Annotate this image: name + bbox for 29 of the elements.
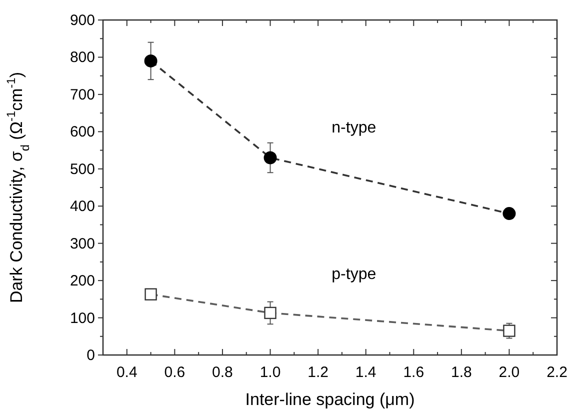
text: n-type <box>332 119 376 136</box>
y-tick-label: 800 <box>70 49 95 66</box>
x-tick-label: 2.2 <box>546 364 568 381</box>
y-tick-label: 600 <box>70 124 95 141</box>
point <box>264 306 276 320</box>
y-tick-label: 400 <box>70 198 95 216</box>
text: p-type <box>332 266 376 284</box>
y-tick-label: 100 <box>70 310 95 327</box>
y-tick-label: 0 <box>86 347 95 364</box>
y-tick-label: 700 <box>70 86 95 104</box>
point <box>502 207 516 220</box>
x-tick-label: 1.2 <box>308 364 328 381</box>
y-tick-label: 300 <box>70 235 95 252</box>
x-axis-title: Inter-line spacing (μm) <box>245 390 415 409</box>
y-tick-label: 900 <box>70 12 95 29</box>
y-tick-label: 500 <box>70 160 95 178</box>
x-tick-label: 1.8 <box>450 364 472 381</box>
x-tick-label: 1.0 <box>260 364 281 381</box>
x-tick-label: 0.8 <box>212 364 233 381</box>
x-tick-label: 1.4 <box>355 364 376 381</box>
point <box>144 54 158 68</box>
x-tick-label: 0.6 <box>164 364 186 381</box>
point <box>144 288 157 300</box>
point <box>264 151 277 164</box>
x-tick-label: 2.0 <box>498 364 520 381</box>
x-tick-label: 1.6 <box>403 364 424 381</box>
x-tick-label: 0.4 <box>116 364 138 381</box>
y-tick-label: 200 <box>70 272 95 290</box>
point <box>503 324 516 337</box>
